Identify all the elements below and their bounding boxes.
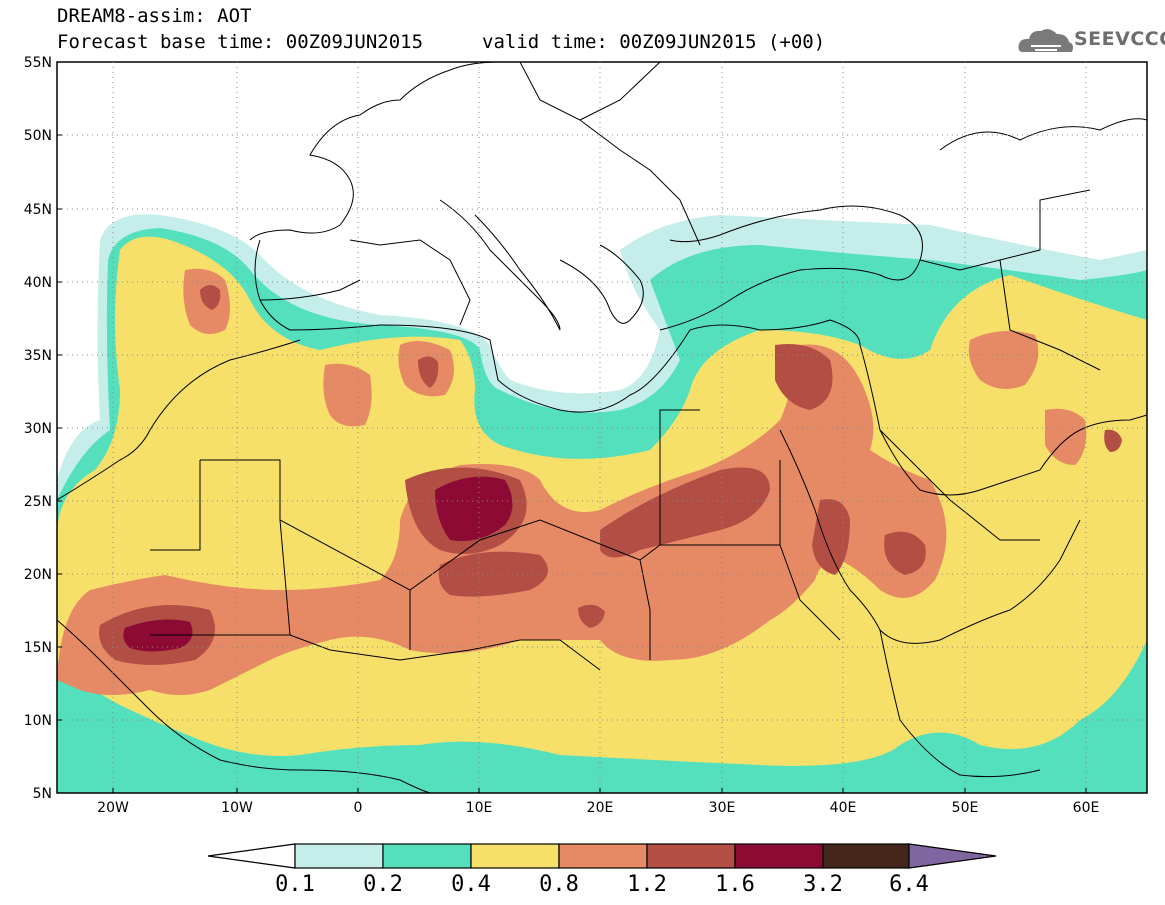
colorbar-label: 0.1 (275, 872, 315, 897)
forecast-base-time: Forecast base time: 00Z09JUN2015 (57, 31, 424, 53)
colorbar-swatch (734, 843, 824, 869)
colorbar-label: 0.8 (539, 872, 579, 897)
lon-label: 40E (830, 800, 857, 816)
colorbar-swatch (382, 843, 472, 869)
colorbar-swatch (294, 843, 384, 869)
longitude-labels: 20W 10W 0 10E 20E 30E 40E 50E 60E (97, 800, 1099, 816)
logo-text: SEEVCCC (1074, 28, 1165, 50)
lat-label: 55N (24, 55, 52, 71)
colorbar-label: 1.6 (715, 872, 755, 897)
lon-label: 20W (97, 800, 129, 816)
lat-label: 50N (24, 128, 52, 144)
axis-ticks (57, 61, 1087, 794)
colorbar-label: 0.4 (451, 872, 491, 897)
colorbar-swatch (822, 843, 910, 869)
lon-label: 60E (1073, 800, 1100, 816)
lon-label: 10W (221, 800, 253, 816)
lat-label: 40N (24, 275, 52, 291)
colorbar-swatch (470, 843, 560, 869)
lon-label: 50E (952, 800, 979, 816)
lat-label: 30N (24, 421, 52, 437)
graticule (57, 62, 1147, 793)
latitude-labels: 55N 50N 45N 40N 35N 30N 25N 20N 15N 10N … (24, 55, 52, 802)
lat-label: 15N (24, 640, 52, 656)
lat-label: 5N (33, 786, 52, 802)
lon-label: 0 (354, 800, 363, 816)
aot-level-1.6 (435, 476, 513, 541)
lat-label: 45N (24, 202, 52, 218)
colorbar-label: 3.2 (803, 872, 843, 897)
colorbar-under-arrow (207, 843, 296, 869)
lon-label: 30E (709, 800, 736, 816)
cloud-icon (1018, 29, 1073, 52)
colorbar-label: 1.2 (627, 872, 667, 897)
lon-label: 10E (466, 800, 493, 816)
lat-label: 10N (24, 713, 52, 729)
lat-label: 20N (24, 567, 52, 583)
colorbar-over-arrow (908, 843, 997, 869)
colorbar-swatch (646, 843, 736, 869)
lon-label: 20E (587, 800, 614, 816)
coastlines (57, 62, 1147, 793)
colorbar-label: 6.4 (889, 872, 929, 897)
colorbar (207, 843, 997, 869)
valid-time: valid time: 00Z09JUN2015 (+00) (482, 31, 826, 53)
lat-label: 35N (24, 348, 52, 364)
map-title: DREAM8-assim: AOT (57, 5, 252, 27)
colorbar-label: 0.2 (363, 872, 403, 897)
colorbar-labels: 0.1 0.2 0.4 0.8 1.2 1.6 3.2 6.4 (275, 872, 929, 897)
aot-field (57, 214, 1147, 793)
colorbar-swatch (558, 843, 648, 869)
lat-label: 25N (24, 494, 52, 510)
